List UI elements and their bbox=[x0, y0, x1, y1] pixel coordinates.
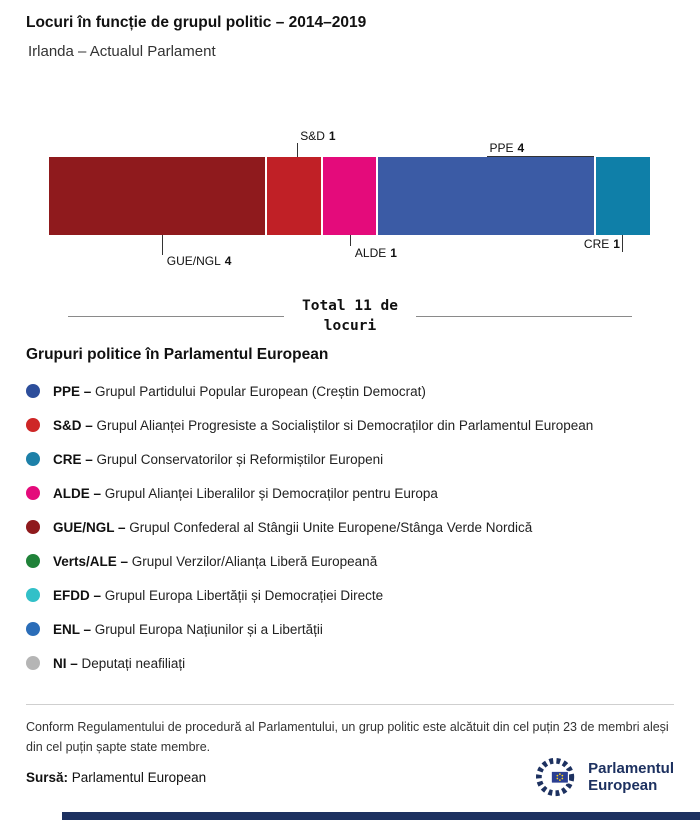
legend-item-label: CRE – Grupul Conservatorilor și Reformiș… bbox=[53, 451, 384, 467]
legend-color-dot bbox=[26, 486, 40, 501]
ep-logo-line2: European bbox=[588, 777, 658, 794]
legend-heading: Grupuri politice în Parlamentul European bbox=[26, 346, 329, 364]
legend-item-label: PPE – Grupul Partidului Popular European… bbox=[53, 383, 426, 399]
source-line: Sursă: Parlamentul European bbox=[26, 770, 206, 785]
legend-color-dot bbox=[26, 554, 40, 569]
legend-item-alde-: ALDE – Grupul Alianței Liberalilor și De… bbox=[26, 476, 674, 510]
legend-item-ni-: NI – Deputați neafiliați bbox=[26, 646, 674, 680]
legend-item-label: EFDD – Grupul Europa Libertății și Democ… bbox=[53, 587, 384, 603]
leader-line-gue-ngl bbox=[161, 235, 163, 255]
leader-line-alde bbox=[350, 235, 352, 246]
legend-item-label: Verts/ALE – Grupul Verzilor/Alianța Libe… bbox=[53, 553, 378, 569]
bar-label-alde: ALDE 1 bbox=[354, 246, 397, 260]
total-seats-label: Total 11 de locuri bbox=[301, 298, 399, 334]
seats-chart: GUE/NGL 4 S&D 1 ALDE 1 PPE 4 CRE 1 bbox=[49, 115, 650, 275]
legend-color-dot bbox=[26, 656, 40, 671]
total-seats: Total 11 de locuri bbox=[68, 297, 632, 336]
legend-color-dot bbox=[26, 384, 40, 399]
legend-item-verts-ale-: Verts/ALE – Grupul Verzilor/Alianța Libe… bbox=[26, 544, 674, 578]
legend-color-dot bbox=[26, 588, 40, 603]
legend-item-cre-: CRE – Grupul Conservatorilor și Reformiș… bbox=[26, 442, 674, 476]
bar-segment-ppe[interactable] bbox=[378, 157, 597, 235]
legend-color-dot bbox=[26, 622, 40, 637]
bar-label-ppe: PPE 4 bbox=[489, 141, 525, 155]
bar-segment-s-d[interactable] bbox=[266, 157, 323, 235]
source-label: Sursă: bbox=[26, 769, 69, 785]
footer: Sursă: Parlamentul European Parlamentul … bbox=[26, 756, 674, 798]
footnote-text: Conform Regulamentului de procedură al P… bbox=[26, 720, 669, 754]
legend-item-efdd-: EFDD – Grupul Europa Libertății și Democ… bbox=[26, 578, 674, 612]
legend-item-label: S&D – Grupul Alianței Progresiste a Soci… bbox=[53, 417, 594, 433]
ep-logo-text: Parlamentul European bbox=[588, 760, 674, 795]
bar-segment-alde[interactable] bbox=[322, 157, 379, 235]
source-value: Parlamentul European bbox=[71, 769, 207, 785]
legend-item-gue-ngl-: GUE/NGL – Grupul Confederal al Stângii U… bbox=[26, 510, 674, 544]
legend-item-label: ENL – Grupul Europa Națiunilor și a Libe… bbox=[53, 621, 323, 637]
stacked-bar bbox=[49, 157, 650, 235]
leader-line-ppe bbox=[487, 156, 595, 157]
legend-list: PPE – Grupul Partidului Popular European… bbox=[26, 374, 674, 680]
leader-line-cre bbox=[622, 235, 624, 252]
bar-segment-gue-ngl[interactable] bbox=[49, 157, 267, 235]
legend-item-enl-: ENL – Grupul Europa Națiunilor și a Libe… bbox=[26, 612, 674, 646]
bar-label-gue-ngl: GUE/NGL 4 bbox=[166, 254, 232, 268]
bar-label-cre: CRE 1 bbox=[583, 237, 620, 251]
page-title: Locuri în funcție de grupul politic – 20… bbox=[26, 14, 367, 31]
legend-color-dot bbox=[26, 418, 40, 433]
legend-color-dot bbox=[26, 452, 40, 467]
total-rule-right bbox=[416, 316, 632, 318]
page-subtitle: Irlanda – Actualul Parlament bbox=[28, 43, 216, 60]
leader-line-s-d bbox=[297, 143, 299, 157]
legend-color-dot bbox=[26, 520, 40, 535]
ep-logo-block: Parlamentul European bbox=[534, 756, 674, 798]
legend-item-label: GUE/NGL – Grupul Confederal al Stângii U… bbox=[53, 519, 533, 535]
bar-label-s-d: S&D 1 bbox=[300, 129, 336, 143]
bar-segment-cre[interactable] bbox=[596, 157, 650, 235]
ep-logo-line1: Parlamentul bbox=[588, 759, 674, 777]
legend-item-label: NI – Deputați neafiliați bbox=[53, 655, 186, 671]
legend-item-ppe-: PPE – Grupul Partidului Popular European… bbox=[26, 374, 674, 408]
legend-item-label: ALDE – Grupul Alianței Liberalilor și De… bbox=[53, 485, 438, 501]
bottom-accent-strip bbox=[62, 812, 700, 820]
european-parliament-logo-icon bbox=[536, 757, 575, 797]
legend-item-s-d-: S&D – Grupul Alianței Progresiste a Soci… bbox=[26, 408, 674, 442]
footnote-divider bbox=[26, 704, 674, 706]
total-rule-left bbox=[68, 316, 284, 318]
